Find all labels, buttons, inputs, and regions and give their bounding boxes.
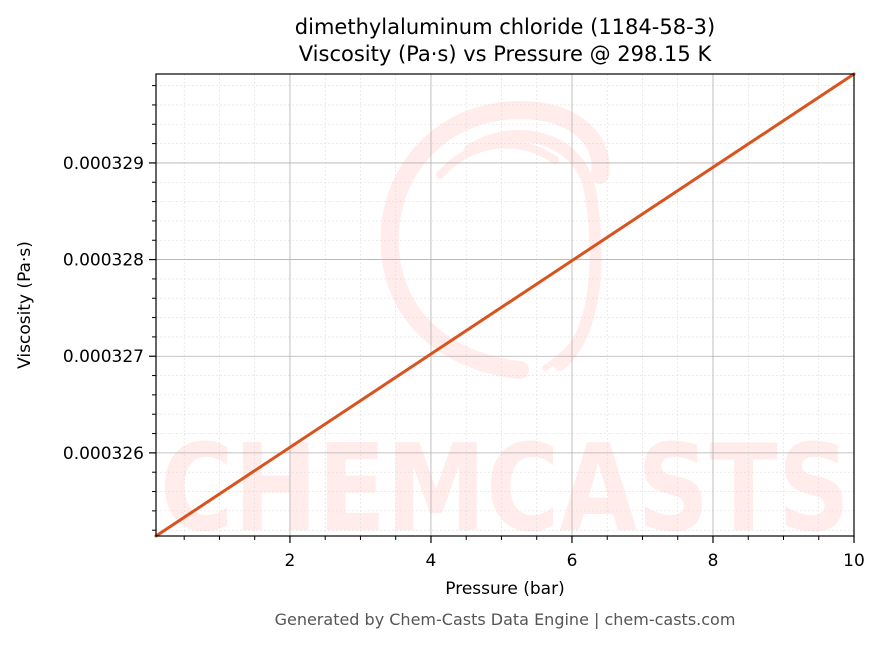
- y-tick-label: 0.000329: [63, 154, 144, 174]
- x-tick-label: 8: [708, 551, 719, 571]
- y-tick-label: 0.000326: [63, 444, 144, 464]
- y-tick-label: 0.000327: [63, 347, 144, 367]
- x-axis: 2 4 6 8 10: [183, 536, 865, 571]
- series-layer: [154, 72, 856, 538]
- x-tick-label: 10: [843, 551, 865, 571]
- chart-title-line2: Viscosity (Pa·s) vs Pressure @ 298.15 K: [299, 42, 713, 66]
- y-axis: 0.000326 0.000327 0.000328 0.000329: [63, 85, 156, 531]
- y-axis-label: Viscosity (Pa·s): [15, 241, 35, 369]
- footer-text: Generated by Chem-Casts Data Engine | ch…: [275, 610, 736, 629]
- plot-frame: [155, 73, 855, 537]
- y-tick-label: 0.000328: [63, 251, 144, 271]
- viscosity-series-line: [154, 72, 856, 538]
- chart-title-line1: dimethylaluminum chloride (1184-58-3): [295, 15, 715, 39]
- x-tick-label: 6: [567, 551, 578, 571]
- x-axis-label: Pressure (bar): [445, 579, 564, 599]
- watermark-text: CHEMCASTS: [160, 420, 850, 559]
- minor-grid: [156, 74, 854, 536]
- x-tick-label: 4: [426, 551, 437, 571]
- x-tick-label: 2: [285, 551, 296, 571]
